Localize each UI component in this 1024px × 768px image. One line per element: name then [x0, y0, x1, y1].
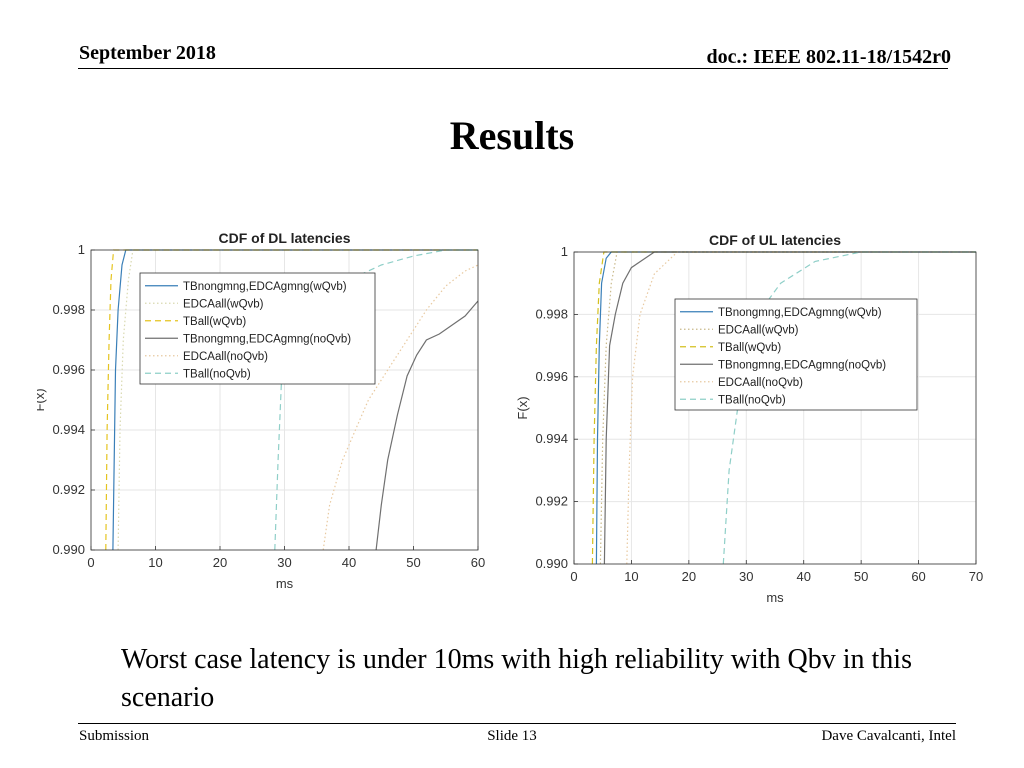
- x-tick-label: 10: [624, 569, 638, 584]
- slide-title: Results: [449, 113, 575, 158]
- x-tick-label: 50: [854, 569, 868, 584]
- footer-slide-number: Slide 13: [487, 728, 537, 744]
- y-tick-label: 0.992: [535, 494, 568, 509]
- x-tick-label: 0: [570, 569, 577, 584]
- x-tick-label: 0: [87, 555, 94, 570]
- chart-ul-latency: 0 10 20 30 40 50 60 70 0.990 0.992 0.994 0.996 0.998…: [508, 225, 988, 610]
- y-tick-label: 0.994: [52, 422, 85, 437]
- legend-label: TBnongmng,EDCAgmng(noQvb): [718, 359, 886, 371]
- chart-title: CDF of UL latencies: [709, 232, 841, 248]
- x-tick-label: 60: [471, 555, 485, 570]
- chart-svg: 0 10 20 30 40 50 60 70 0.990 0.992 0.994 0.996 0.998…: [515, 232, 983, 605]
- axes-box: [573, 251, 977, 565]
- x-tick-label: 20: [213, 555, 227, 570]
- y-tick-label: 0.998: [535, 306, 568, 321]
- x-tick-label: 50: [406, 555, 420, 570]
- x-tick-label: 10: [148, 555, 162, 570]
- chart-svg: 0 10 20 30 40 50 60 0.990 0.992 0.994 0.996 0.998 1 C…: [37, 230, 485, 591]
- y-tick-label: 0.998: [52, 302, 85, 317]
- chart-dl-latency: 0 10 20 30 40 50 60 0.990 0.992 0.994 0.996 0.998 1 C…: [37, 225, 497, 605]
- legend-label: EDCAall(noQvb): [718, 377, 803, 389]
- y-axis-label: F(x): [515, 396, 530, 419]
- legend-label: TBall(wQvb): [718, 342, 781, 354]
- series-line-5: [322, 264, 478, 550]
- legend-label: TBnongmng,EDCAgmng(wQvb): [183, 281, 347, 293]
- x-tick-label: 40: [796, 569, 810, 584]
- legend-label: TBall(wQvb): [183, 316, 246, 328]
- y-tick-label: 0.996: [52, 362, 85, 377]
- x-tick-label: 30: [739, 569, 753, 584]
- legend-label: TBnongmng,EDCAgmng(noQvb): [183, 333, 351, 345]
- legend-label: EDCAall(wQvb): [718, 324, 799, 336]
- y-tick-label: 1: [78, 242, 85, 257]
- footer-submission: Submission: [79, 728, 150, 744]
- chart-title: CDF of DL latencies: [219, 230, 351, 246]
- y-tick-label: 1: [561, 244, 568, 259]
- x-axis-label: ms: [276, 576, 294, 591]
- series-line-4: [375, 300, 478, 550]
- x-tick-label: 40: [342, 555, 356, 570]
- footer-author: Dave Cavalcanti, Intel: [821, 728, 956, 744]
- y-tick-label: 0.994: [535, 431, 568, 446]
- y-tick-label: 0.996: [535, 369, 568, 384]
- series-line-2: [117, 249, 478, 550]
- x-tick-label: 70: [969, 569, 983, 584]
- x-tick-label: 20: [682, 569, 696, 584]
- legend-label: TBnongmng,EDCAgmng(wQvb): [718, 307, 882, 319]
- footer-divider: [78, 723, 956, 724]
- legend-label: EDCAall(noQvb): [183, 351, 268, 363]
- legend-label: EDCAall(wQvb): [183, 298, 264, 310]
- y-tick-label: 0.992: [52, 482, 85, 497]
- header-doc-id: doc.: IEEE 802.11-18/1542r0: [706, 46, 951, 68]
- legend-box: [139, 272, 376, 385]
- y-tick-label: 0.990: [52, 542, 85, 557]
- series-line-4: [603, 251, 976, 564]
- y-axis-label: F(x): [37, 388, 47, 411]
- x-tick-label: 30: [277, 555, 291, 570]
- header-divider: [78, 68, 948, 69]
- x-tick-label: 60: [911, 569, 925, 584]
- legend-box: [674, 298, 918, 411]
- header-date: September 2018: [79, 42, 216, 64]
- x-axis-label: ms: [766, 590, 784, 605]
- legend-label: TBall(noQvb): [718, 394, 786, 406]
- legend-label: TBall(noQvb): [183, 368, 251, 380]
- y-tick-label: 0.990: [535, 556, 568, 571]
- slide-body-text: Worst case latency is under 10ms with hi…: [121, 644, 912, 713]
